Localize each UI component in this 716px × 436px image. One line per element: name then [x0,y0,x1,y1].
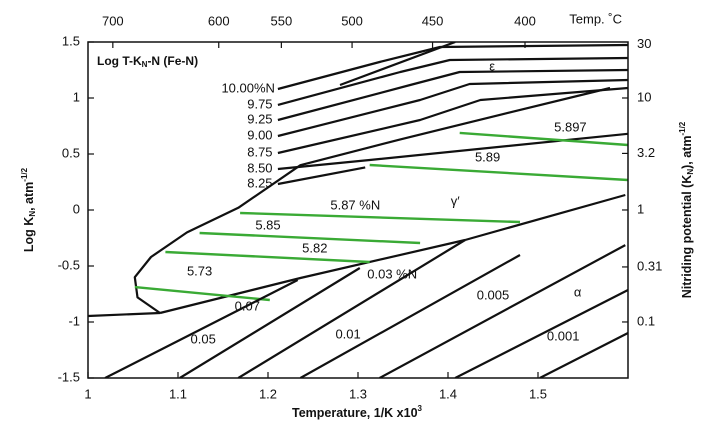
y2-tick-label: 10 [637,89,651,104]
top-tick-label: 700 [102,13,124,28]
y-tick-label: -1 [68,313,80,328]
annotation: 9.75 [247,96,272,111]
top-tick-label: 400 [514,13,536,28]
curve [277,56,628,106]
curve [339,42,456,87]
x-tick-label: 1.2 [259,386,277,401]
annotation: 5.89 [475,149,500,164]
curve [165,250,370,264]
curve [277,43,628,91]
annotation: 8.75 [247,144,272,159]
annotation: α [574,284,582,299]
y2-tick-label: 30 [637,36,651,51]
y2-axis-label: Nitriding potential (KN), atm-1/2 [678,121,695,298]
annotation: 9.00 [247,127,272,142]
curve [199,231,421,245]
x-tick-label: 1 [84,386,91,401]
plot-area [88,42,628,378]
curve [237,239,466,378]
annotation: γ′ [451,193,461,208]
y-axis-label: Log KN, atm-1/2 [20,167,37,252]
curve [104,279,299,378]
annotation: 0.03 %N [367,266,417,281]
x-tick-label: 1.1 [169,386,187,401]
annotation: ε [489,58,495,73]
annotation: 8.25 [247,175,272,190]
y2-tick-label: 0.1 [637,313,655,328]
annotation: 9.25 [247,111,272,126]
curve [379,244,626,378]
curve [277,78,628,138]
annotation: 5.897 [554,119,587,134]
curve [454,289,628,378]
curve [277,86,628,155]
y-tick-label: 0.5 [62,145,80,160]
curve [134,285,270,302]
annotation: 5.82 [302,240,327,255]
y2-tick-label: 0.31 [637,258,662,273]
y-tick-label: -1.5 [58,369,80,384]
annotation: 0.005 [477,287,510,302]
annotation: 0.05 [191,331,216,346]
curve [464,193,626,242]
curve [277,68,628,122]
y-tick-label: -0.5 [58,257,80,272]
curve [459,131,628,147]
annotation: 0.07 [235,298,260,313]
top-tick-label: 500 [341,13,363,28]
curve [179,267,361,378]
y-tick-label: 0 [73,201,80,216]
y2-tick-label: 1 [637,201,644,216]
curve [277,166,366,186]
annotation: 5.85 [255,217,280,232]
y2-tick-label: 3.2 [637,145,655,160]
curve [277,132,628,171]
annotation: 0.01 [335,326,360,341]
x-tick-label: 1.5 [529,386,547,401]
curve [539,332,628,378]
y-tick-label: 1.5 [62,33,80,48]
annotation: 5.73 [187,263,212,278]
top-tick-label: 600 [208,13,230,28]
annotation: 0.001 [547,328,580,343]
curve [159,238,466,315]
x-axis-label: Temperature, 1/K x103 [292,404,423,420]
curve [369,163,628,182]
top-tick-label: 550 [271,13,293,28]
annotation: 8.50 [247,160,272,175]
top-axis-label: Temp. ˚C [569,11,622,26]
y-tick-label: 1 [73,89,80,104]
curve [299,254,521,378]
curve [88,311,161,318]
annotation: 5.87 %N [330,197,380,212]
curve [240,211,521,224]
x-tick-label: 1.3 [349,386,367,401]
top-tick-label: 450 [422,13,444,28]
x-tick-label: 1.4 [439,386,457,401]
chart-title: Log T-KN-N (Fe-N) [97,54,198,69]
annotation: 10.00%N [221,80,274,95]
